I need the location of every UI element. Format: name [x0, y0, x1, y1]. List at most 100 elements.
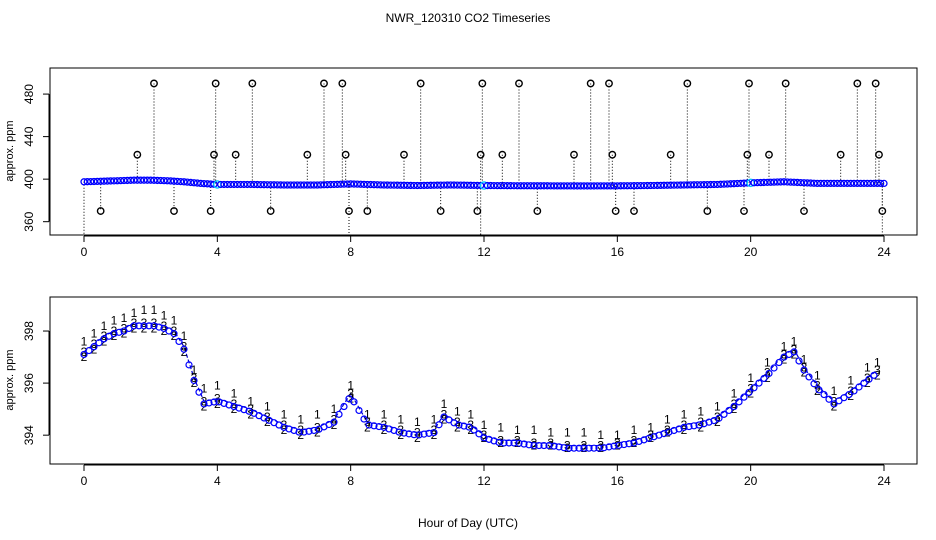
series-3-circle	[95, 339, 103, 347]
series-3-circle	[515, 439, 523, 447]
baseline-point	[347, 180, 355, 188]
baseline-point	[510, 182, 518, 190]
series-1-mark: 1	[764, 355, 771, 369]
series-3-line	[83, 322, 878, 447]
outlier-point	[338, 79, 347, 88]
series-1-mark: 1	[581, 426, 588, 440]
outlier-point	[765, 150, 773, 159]
series-1-mark: 1	[497, 420, 504, 434]
baseline-point	[247, 180, 255, 189]
top-x-tick-label: 4	[214, 245, 221, 259]
baseline-point	[817, 179, 825, 188]
series-3-circle	[345, 395, 353, 403]
baseline-point	[87, 177, 95, 186]
baseline-point	[417, 181, 425, 190]
series-2-mark: 2	[347, 392, 354, 406]
baseline-point	[457, 181, 465, 189]
top-outlier-stems	[83, 83, 883, 235]
baseline-point	[300, 181, 308, 189]
series-1-mark: 1	[831, 384, 838, 398]
baseline-point	[397, 181, 405, 189]
series-1-mark: 1	[481, 418, 488, 432]
outlier-point	[630, 207, 638, 215]
top-outlier-points	[96, 79, 887, 215]
baseline-point	[607, 182, 615, 190]
baseline-point	[563, 182, 571, 190]
series-1-mark: 1	[231, 387, 238, 401]
baseline-point	[460, 181, 468, 189]
series-3-circle	[795, 357, 803, 365]
baseline-point	[763, 178, 771, 186]
series-3-circle	[870, 371, 878, 379]
series-3-mark: 3	[814, 379, 821, 393]
baseline-point	[330, 180, 338, 189]
series-3-circle	[430, 428, 438, 437]
series-3-circle	[595, 444, 603, 452]
series-3-circle	[415, 431, 423, 439]
baseline-point	[550, 182, 558, 190]
series-3-circle	[770, 364, 778, 372]
series-1-mark: 1	[791, 334, 798, 348]
outlier-point	[683, 79, 692, 88]
baseline-point	[663, 181, 671, 189]
series-2-mark: 2	[664, 426, 671, 440]
series-3-circle	[695, 421, 703, 429]
baseline-point	[693, 181, 701, 189]
baseline-point	[357, 180, 365, 188]
baseline-point	[313, 181, 321, 189]
baseline-point	[463, 181, 471, 189]
series-3-circle	[545, 441, 553, 450]
baseline-point	[547, 182, 555, 190]
baseline-point	[657, 181, 665, 190]
series-3-circle	[620, 440, 628, 449]
outlier-point	[345, 207, 353, 215]
baseline-point	[750, 179, 758, 187]
baseline-point	[647, 181, 655, 190]
series-3-circle	[745, 388, 753, 397]
baseline-point	[167, 177, 175, 185]
baseline-point	[697, 181, 705, 189]
bottom-panel-frame	[49, 296, 918, 465]
outlier-point	[170, 207, 178, 215]
series-1-mark: 1	[454, 405, 461, 419]
baseline-point	[393, 181, 401, 189]
baseline-point	[643, 181, 651, 190]
series-3-circle	[495, 438, 503, 447]
outlier-point	[605, 79, 613, 88]
baseline-point	[430, 181, 438, 189]
series-1-mark: 1	[781, 340, 788, 354]
baseline-point	[327, 180, 335, 189]
series-3-circle	[525, 441, 533, 449]
series-1-mark: 1	[81, 334, 88, 348]
baseline-point	[753, 179, 761, 187]
baseline-point	[130, 176, 138, 184]
baseline-point	[253, 180, 261, 189]
baseline-point	[360, 180, 368, 189]
top-y-tick-label: 440	[22, 126, 36, 146]
series-1-mark: 1	[531, 423, 538, 437]
series-3-circle	[355, 406, 363, 415]
outlier-point	[133, 150, 142, 159]
series-1-mark: 1	[647, 420, 654, 434]
baseline-point	[580, 182, 588, 190]
baseline-point	[567, 182, 575, 190]
series-3-circle	[185, 361, 193, 369]
series-1-mark: 1	[281, 407, 288, 421]
top-x-tick-label: 16	[611, 245, 625, 259]
baseline-point	[857, 179, 865, 188]
series-3-circle	[155, 323, 163, 331]
baseline-point	[263, 181, 271, 189]
baseline-point	[450, 181, 458, 189]
baseline-point	[543, 182, 551, 190]
baseline-point	[653, 181, 661, 190]
series-3-mark: 3	[864, 371, 871, 385]
outlier-point	[478, 79, 487, 88]
baseline-point	[443, 181, 451, 189]
series-3-circle	[300, 428, 308, 436]
series-3-circle	[365, 421, 373, 429]
baseline-point	[340, 180, 348, 188]
baseline-point	[493, 181, 501, 190]
bottom-y-tick-label: 398	[22, 321, 36, 341]
baseline-point	[310, 181, 318, 189]
series-3-circle	[510, 439, 518, 447]
